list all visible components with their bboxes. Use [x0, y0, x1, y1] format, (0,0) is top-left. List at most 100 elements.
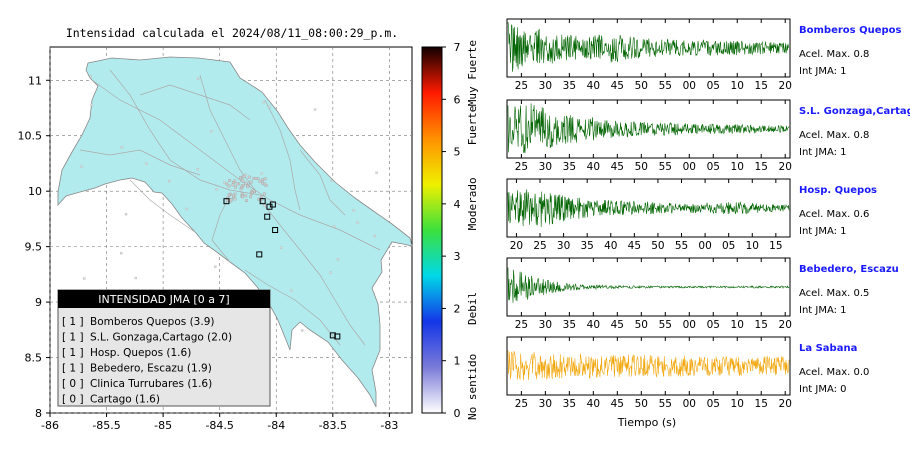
town-dot [336, 258, 340, 261]
town-dot [254, 177, 258, 180]
map-x-tick-label: -85.5 [92, 419, 120, 432]
waveform-x-tick-label: 45 [611, 161, 624, 173]
map-x-tick-label: -83 [380, 419, 398, 432]
waveform-x-tick-label: 05 [707, 398, 720, 410]
town-dot [233, 192, 237, 196]
waveform-x-tick-label: 00 [683, 161, 696, 173]
town-dot [290, 289, 293, 292]
town-dot [249, 195, 253, 199]
town-dot [234, 185, 237, 189]
map-x-ticks: -86 -85.5 -85 -84.5 -84 -83.5 -83 [41, 413, 398, 432]
waveform-x-tick-label: 45 [611, 398, 624, 410]
map-y-tick-label: 9.5 [25, 241, 43, 254]
waveform-x-tick-label: 10 [731, 161, 744, 173]
colorbar-tick-label: 6 [454, 93, 461, 106]
colorbar-tick-label: 4 [454, 198, 461, 211]
road-network [79, 69, 381, 346]
waveform-x-tick-label: 35 [563, 398, 576, 410]
station-marker [269, 201, 276, 208]
station-marker [223, 198, 230, 205]
legend-title: INTENSIDAD JMA [0 a 7] [98, 293, 229, 306]
legend-entry-name: Hosp. Quepos (1.6) [90, 347, 191, 359]
colorbar-tick-label: 2 [454, 302, 461, 315]
town-dot [226, 199, 229, 202]
legend-entry-level: [ 1 ] [62, 316, 84, 328]
waveform-x-tick-label: 40 [587, 80, 600, 92]
waveform-x-tick-label: 50 [635, 398, 648, 410]
waveform-x-tick-label: 30 [539, 398, 552, 410]
waveform-x-tick-label: 35 [563, 161, 576, 173]
town-dot [215, 188, 218, 191]
legend-frame [57, 289, 271, 407]
colorbar: 0 1 2 3 4 5 6 7 No sentido Debil Moderado FuerteMu… [421, 40, 479, 420]
waveform-x-tick-label: 00 [683, 319, 696, 331]
waveform-x-tick-label: 55 [675, 240, 688, 252]
waveform-x-tick-label: 40 [604, 240, 617, 252]
map-x-tick-label: -86 [41, 419, 59, 432]
colorbar-category-label: Muy Fuerte [466, 40, 479, 106]
waveform-panel: 25 30 35 40 45 50 55 00 05 10 15 20 Bebedero, Escazu… [506, 257, 899, 331]
waveform-line [507, 103, 790, 154]
waveform-panel: 25 30 35 40 45 50 55 00 05 10 15 20 La Sabana Acel. M… [506, 336, 869, 410]
waveform-line [507, 21, 789, 72]
colorbar-tick-label: 0 [454, 407, 461, 420]
legend-title-bar [58, 290, 270, 308]
town-dot [232, 181, 235, 184]
waveform-x-tick-label: 55 [659, 161, 672, 173]
waveform-x-tick-label: 15 [755, 161, 768, 173]
waveform-x-tick-label: 05 [707, 80, 720, 92]
town-dot [196, 168, 200, 171]
waveform-line [507, 267, 790, 303]
waveform-x-tick-label: 10 [746, 240, 759, 252]
town-dot [356, 221, 359, 224]
town-dot [242, 174, 246, 178]
waveform-accel-max: Acel. Max. 0.8 [799, 130, 869, 141]
waveform-x-tick-label: 45 [611, 319, 624, 331]
town-dot [227, 184, 231, 188]
station-marker [256, 251, 263, 258]
colorbar-ticks: 0 1 2 3 4 5 6 7 [442, 41, 461, 420]
town-dot [267, 105, 271, 108]
town-dot [120, 252, 123, 255]
legend-entry-name: Bebedero, Escazu (1.9) [90, 363, 212, 375]
waveform-frame [506, 178, 791, 238]
town-dot [252, 189, 256, 193]
waveform-accel-max: Acel. Max. 0.8 [799, 49, 869, 60]
town-dot [238, 176, 242, 180]
town-dot [249, 180, 253, 184]
waveform-line [507, 189, 790, 227]
town-dot [261, 178, 264, 182]
map-x-tick-label: -83.5 [319, 419, 347, 432]
waveform-station-name: Hosp. Quepos [799, 185, 877, 196]
waveform-line [507, 350, 790, 381]
waveform-x-tick-label: 55 [659, 80, 672, 92]
waveform-x-tick-label: 05 [707, 161, 720, 173]
town-dot [214, 265, 217, 268]
town-dot [263, 177, 267, 181]
waveform-panel: 25 30 35 40 45 50 55 00 05 10 15 20 S.L. Gonzaga,Car… [506, 99, 910, 173]
waveform-x-tick-label: 25 [515, 398, 528, 410]
colorbar-tick-label: 5 [454, 146, 461, 159]
waveform-accel-max: Acel. Max. 0.5 [799, 288, 869, 299]
waveform-x-tick-label: 20 [779, 319, 792, 331]
colorbar-tick-label: 1 [454, 355, 461, 368]
waveform-x-tick-label: 30 [539, 161, 552, 173]
costa-rica-land [57, 56, 413, 408]
waveform-x-tick-label: 35 [563, 80, 576, 92]
legend-entry-name: S.L. Gonzaga,Cartago (2.0) [90, 332, 232, 344]
town-dot [375, 171, 378, 174]
map-y-tick-label: 10 [28, 185, 42, 198]
waveform-x-tick-label: 20 [510, 240, 523, 252]
waveform-x-tick-label: 45 [628, 240, 641, 252]
waveform-accel-max: Acel. Max. 0.0 [799, 367, 869, 378]
map-x-tick-label: -85 [154, 419, 172, 432]
waveform-station-name: Bomberos Quepos [799, 25, 902, 36]
colorbar-category-label: Moderado [466, 177, 479, 230]
waveform-x-tick-label: 15 [755, 398, 768, 410]
station-markers [223, 198, 341, 340]
town-dot [263, 182, 266, 186]
town-dot [90, 103, 93, 107]
colorbar-category-label: Fuerte [466, 106, 479, 146]
map-y-tick-label: 9 [35, 296, 42, 309]
